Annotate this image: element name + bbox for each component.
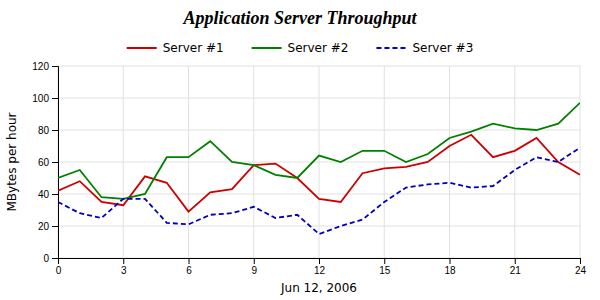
legend-label: Server #1 xyxy=(163,41,224,55)
grid-line-x xyxy=(449,66,450,258)
legend-label: Server #2 xyxy=(288,41,349,55)
x-tick: 21 xyxy=(510,258,522,276)
grid xyxy=(58,66,580,258)
x-tick-label: 18 xyxy=(444,265,456,276)
title: Application Server Throughput xyxy=(182,8,417,28)
x-tick-label: 12 xyxy=(314,265,326,276)
x-tick-mark xyxy=(580,258,581,264)
y-tick: 120 xyxy=(32,61,58,72)
x-axis-line xyxy=(59,259,581,265)
grid-line-x xyxy=(123,66,124,258)
y-tick-label: 80 xyxy=(38,125,50,136)
series-line xyxy=(58,148,580,234)
y-tick-mark xyxy=(52,66,58,67)
x-tick: 9 xyxy=(251,258,257,276)
legend-item: Server #2 xyxy=(252,41,349,55)
legend-swatch xyxy=(376,47,406,49)
y-tick-mark xyxy=(52,162,58,163)
y-tick-label: 40 xyxy=(38,189,50,200)
x-axis-label: Jun 12, 2006 xyxy=(280,281,357,295)
x-tick-mark xyxy=(254,258,255,264)
x-tick: 24 xyxy=(575,258,587,276)
grid-line-x xyxy=(253,66,254,258)
y-tick-label: 120 xyxy=(32,61,49,72)
grid-line-x xyxy=(384,66,385,258)
x-tick-label: 9 xyxy=(251,265,257,276)
y-tick-mark xyxy=(52,226,58,227)
x-tick: 15 xyxy=(379,258,391,276)
legend-swatch xyxy=(252,47,282,49)
x-tick-mark xyxy=(384,258,385,264)
grid-line-x xyxy=(580,66,581,258)
y-tick: 80 xyxy=(38,125,58,136)
legend-label: Server #3 xyxy=(412,41,473,55)
x-tick-label: 6 xyxy=(186,265,192,276)
x-tick-label: 21 xyxy=(510,265,522,276)
x-tick-mark xyxy=(450,258,451,264)
y-tick-label: 0 xyxy=(43,253,49,264)
series-line xyxy=(58,135,580,212)
legend: Server #1 Server #2 Server #3 xyxy=(127,41,474,55)
x-tick: 12 xyxy=(314,258,326,276)
y-tick: 0 xyxy=(43,253,58,264)
grid-line-x xyxy=(319,66,320,258)
plot-area: 0 3 6 9 12 15 18 21 24 0 20 40 60 80 100 120 xyxy=(32,61,586,276)
x-tick: 6 xyxy=(186,258,192,276)
y-tick: 100 xyxy=(32,93,58,104)
y-tick-label: 60 xyxy=(38,157,50,168)
y-tick-label: 20 xyxy=(38,221,50,232)
y-tick-mark xyxy=(52,98,58,99)
x-tick-label: 3 xyxy=(121,265,127,276)
x-tick-mark xyxy=(515,258,516,264)
legend-item: Server #1 xyxy=(127,41,224,55)
x-tick-label: 15 xyxy=(379,265,391,276)
x-tick: 3 xyxy=(121,258,127,276)
legend-item: Server #3 xyxy=(376,41,473,55)
y-tick: 40 xyxy=(38,189,58,200)
chart: 0 3 6 9 12 15 18 21 24 0 20 40 60 80 100 120 Application… xyxy=(0,0,600,300)
x-tick-label: 0 xyxy=(56,265,62,276)
y-tick: 20 xyxy=(38,221,58,232)
x-tick-label: 24 xyxy=(575,265,587,276)
x-tick-mark xyxy=(123,258,124,264)
lines xyxy=(58,103,580,234)
series-line xyxy=(58,103,580,199)
x-tick-mark xyxy=(319,258,320,264)
x-tick-mark xyxy=(189,258,190,264)
y-tick-mark xyxy=(52,194,58,195)
y-axis-line xyxy=(52,67,59,259)
x-tick: 18 xyxy=(444,258,456,276)
y-axis-label: MBytes per hour xyxy=(5,112,19,211)
x-axis: 0 3 6 9 12 15 18 21 24 xyxy=(56,258,587,276)
y-tick-mark xyxy=(52,258,58,259)
grid-line-x xyxy=(514,66,515,258)
y-tick: 60 xyxy=(38,157,58,168)
y-axis: 0 20 40 60 80 100 120 xyxy=(32,61,58,264)
x-tick: 0 xyxy=(56,258,62,276)
y-tick-label: 100 xyxy=(32,93,49,104)
legend-swatch xyxy=(127,47,157,49)
y-tick-mark xyxy=(52,130,58,131)
grid-line-x xyxy=(188,66,189,258)
